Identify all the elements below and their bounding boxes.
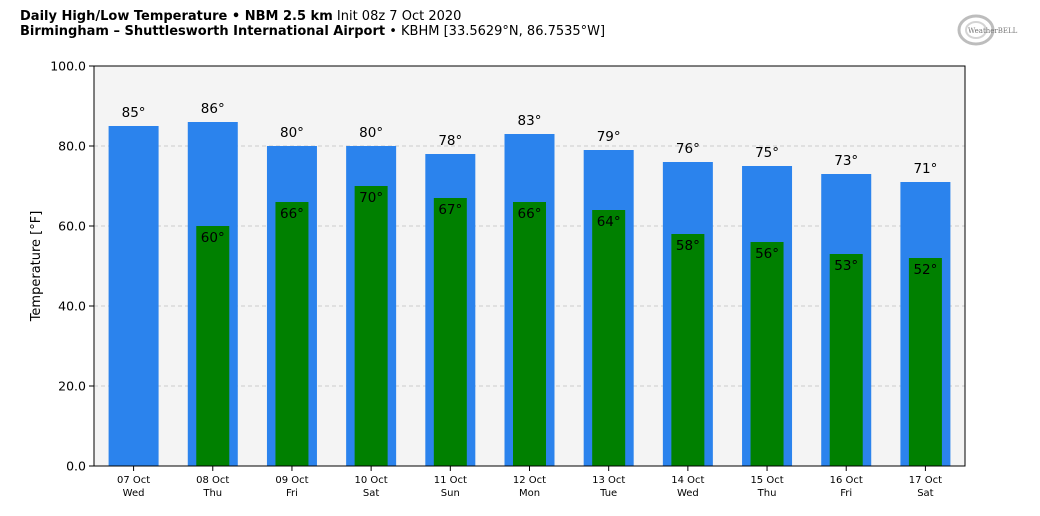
low-bar — [196, 226, 230, 466]
low-label: 67° — [438, 202, 462, 218]
low-bar — [592, 210, 626, 466]
x-tick-day: Fri — [286, 488, 298, 499]
x-tick-day: Sun — [441, 488, 460, 499]
low-bar — [354, 186, 388, 466]
low-bar — [433, 198, 467, 466]
low-bar — [275, 202, 309, 466]
x-tick-date: 08 Oct — [196, 475, 229, 486]
x-tick-day: Sat — [363, 488, 379, 499]
low-bar — [671, 234, 705, 466]
x-tick-date: 11 Oct — [434, 475, 467, 486]
y-axis: 0.0 20.0 40.0 60.0 80.0 100.0 — [50, 59, 94, 474]
x-tick-day: Fri — [840, 488, 852, 499]
x-tick-date: 17 Oct — [909, 475, 942, 486]
high-label: 78° — [438, 133, 462, 149]
x-tick-date: 10 Oct — [355, 475, 388, 486]
y-tick-label: 40.0 — [58, 299, 86, 314]
x-tick-date: 13 Oct — [592, 475, 625, 486]
y-tick-label: 0.0 — [66, 459, 86, 474]
low-bar — [829, 254, 863, 466]
x-tick-date: 16 Oct — [830, 475, 863, 486]
high-label: 71° — [913, 161, 937, 177]
low-bar — [513, 202, 546, 466]
y-tick-label: 20.0 — [58, 379, 86, 394]
high-bar — [108, 126, 159, 466]
station-info: • KBHM [33.5629°N, 86.7535°W] — [389, 24, 606, 39]
high-label: 76° — [676, 141, 700, 157]
x-tick-day: Tue — [599, 488, 617, 499]
x-tick-day: Wed — [677, 488, 699, 499]
low-label: 66° — [518, 206, 542, 222]
high-label: 75° — [755, 145, 779, 161]
high-label: 80° — [280, 125, 304, 141]
low-label: 52° — [913, 262, 937, 278]
high-label: 83° — [518, 113, 542, 129]
high-label: 79° — [597, 129, 621, 145]
x-axis: 07 Oct Wed 08 Oct Thu 09 Oct Fri 10 Oct Sat 11 O… — [117, 466, 942, 499]
chart-header: Daily High/Low Temperature • NBM 2.5 km … — [20, 9, 605, 39]
x-tick-date: 14 Oct — [671, 475, 704, 486]
x-tick-date: 15 Oct — [750, 475, 783, 486]
header-line-1: Daily High/Low Temperature • NBM 2.5 km … — [20, 9, 605, 24]
low-label: 58° — [676, 238, 700, 254]
x-tick-day: Wed — [123, 488, 145, 499]
low-bar — [908, 258, 942, 466]
low-bar — [750, 242, 784, 466]
header-line-2: Birmingham – Shuttlesworth International… — [20, 24, 605, 39]
logo-swirl-inner — [965, 21, 987, 39]
x-tick-day: Sat — [917, 488, 933, 499]
x-tick-day: Thu — [202, 488, 222, 499]
init-time: Init 08z 7 Oct 2020 — [336, 9, 462, 24]
high-label: 86° — [201, 101, 225, 117]
low-label: 64° — [597, 214, 621, 230]
chart-title: Daily High/Low Temperature • NBM 2.5 km — [20, 9, 333, 24]
x-tick-date: 09 Oct — [275, 475, 308, 486]
high-label: 85° — [122, 105, 146, 121]
low-label: 66° — [280, 206, 304, 222]
high-label: 73° — [834, 153, 858, 169]
x-tick-date: 12 Oct — [513, 475, 546, 486]
x-tick-day: Thu — [757, 488, 777, 499]
x-tick-day: Mon — [519, 488, 540, 499]
logo-text: WeatherBELL — [968, 27, 1018, 35]
logo-swirl-outer — [957, 14, 995, 46]
weatherbell-logo: WeatherBELL — [957, 14, 1018, 46]
y-tick-label: 100.0 — [50, 59, 86, 74]
location-name: Birmingham – Shuttlesworth International… — [20, 24, 386, 39]
high-label: 80° — [359, 125, 383, 141]
y-tick-label: 60.0 — [58, 219, 86, 234]
x-tick-date: 07 Oct — [117, 475, 150, 486]
bar-labels: 85° 86° 60° 80° 66° 80° 70° 78° 67° 83° 66° 79° 64° 7… — [122, 101, 938, 278]
low-label: 53° — [834, 258, 858, 274]
bars — [108, 122, 951, 466]
low-label: 60° — [201, 230, 225, 246]
low-label: 56° — [755, 246, 779, 262]
low-label: 70° — [359, 190, 383, 206]
y-axis-title: Temperature [°F] — [29, 211, 44, 323]
y-tick-label: 80.0 — [58, 139, 86, 154]
